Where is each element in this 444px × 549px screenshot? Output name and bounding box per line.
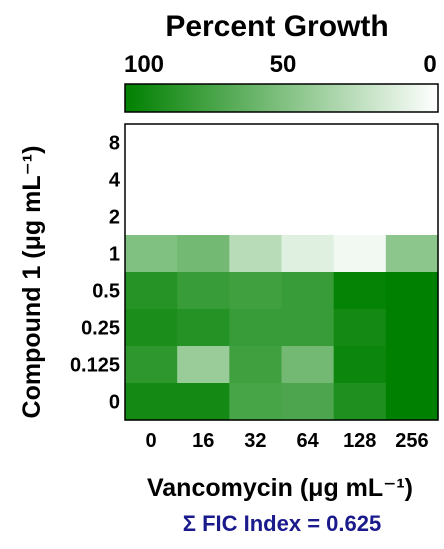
- y-axis-label: Compound 1 (μg mL⁻¹): [18, 146, 46, 419]
- heatmap-cell: [385, 235, 439, 273]
- y-tick-label: 0.125: [70, 355, 120, 377]
- x-tick-label: 16: [192, 430, 214, 452]
- chart-title: Percent Growth: [165, 10, 388, 43]
- heatmap-cell: [333, 198, 387, 236]
- y-tick-label: 0.25: [81, 318, 120, 340]
- x-tick-label: 0: [146, 430, 157, 452]
- heatmap-cell: [177, 124, 230, 162]
- heatmap-cell: [281, 161, 335, 199]
- heatmap-cell: [385, 161, 439, 199]
- heatmap-cell: [177, 198, 230, 236]
- heatmap-cell: [385, 346, 439, 384]
- heatmap-cell: [281, 124, 335, 162]
- heatmap-cell: [125, 346, 178, 384]
- colorbar-tick: 0: [423, 51, 436, 78]
- x-tick-label: 256: [395, 430, 428, 452]
- colorbar: 100 50 0: [124, 51, 439, 113]
- heatmap-cell: [229, 161, 283, 199]
- heatmap-cell: [229, 272, 283, 310]
- heatmap-cell: [385, 383, 439, 421]
- heatmap-cell: [229, 124, 283, 162]
- heatmap-cell: [125, 124, 178, 162]
- colorbar-gradient: [124, 83, 439, 113]
- heatmap-cell: [385, 309, 439, 347]
- heatmap-cell: [125, 235, 178, 273]
- heatmap-cell: [385, 124, 439, 162]
- heatmap-cell: [125, 198, 178, 236]
- heatmap-cell: [281, 198, 335, 236]
- heatmap-cell: [177, 383, 230, 421]
- heatmap-cell: [281, 346, 335, 384]
- colorbar-tick: 50: [270, 51, 297, 78]
- heatmap-cell: [177, 309, 230, 347]
- x-axis-label: Vancomycin (μg mL⁻¹): [147, 474, 413, 502]
- colorbar-tick: 100: [124, 51, 164, 78]
- heatmap-cell: [333, 272, 387, 310]
- x-tick-label: 32: [244, 430, 266, 452]
- heatmap-cell: [333, 309, 387, 347]
- heatmap-cell: [281, 309, 335, 347]
- heatmap-cell: [333, 383, 387, 421]
- heatmap-cell: [385, 198, 439, 236]
- heatmap-cell: [333, 346, 387, 384]
- heatmap-cell: [125, 161, 178, 199]
- heatmap-cell: [281, 235, 335, 273]
- heatmap-cell: [229, 346, 283, 384]
- heatmap-cell: [177, 235, 230, 273]
- heatmap-cell: [281, 272, 335, 310]
- x-tick-labels: 0 16 32 64 128 256: [146, 430, 429, 452]
- heatmap-cell: [333, 124, 387, 162]
- heatmap-cell: [177, 161, 230, 199]
- heatmap-cell: [385, 272, 439, 310]
- heatmap-cell: [281, 383, 335, 421]
- heatmap-cell: [229, 198, 283, 236]
- y-tick-label: 0.5: [92, 281, 120, 303]
- heatmap-cell: [229, 309, 283, 347]
- y-tick-label: 0: [109, 392, 120, 414]
- y-tick-label: 8: [109, 133, 120, 155]
- heatmap-cell: [229, 235, 283, 273]
- y-tick-label: 4: [109, 170, 121, 192]
- y-tick-labels: 8 4 2 1 0.5 0.25 0.125 0: [70, 133, 121, 414]
- heatmap-cell: [125, 309, 178, 347]
- heatmap-cell: [333, 161, 387, 199]
- x-tick-label: 128: [343, 430, 376, 452]
- heatmap-border: [124, 123, 439, 421]
- y-tick-label: 1: [109, 244, 120, 266]
- heatmap-cell: [177, 346, 230, 384]
- x-tick-label: 64: [296, 430, 319, 452]
- heatmap-cell: [125, 383, 178, 421]
- y-tick-label: 2: [109, 207, 120, 229]
- heatmap-cells: [125, 124, 439, 421]
- fic-index-annotation: Σ FIC Index = 0.625: [183, 511, 381, 536]
- heatmap-cell: [229, 383, 283, 421]
- heatmap-cell: [125, 272, 178, 310]
- heatmap-cell: [177, 272, 230, 310]
- heatmap-cell: [333, 235, 387, 273]
